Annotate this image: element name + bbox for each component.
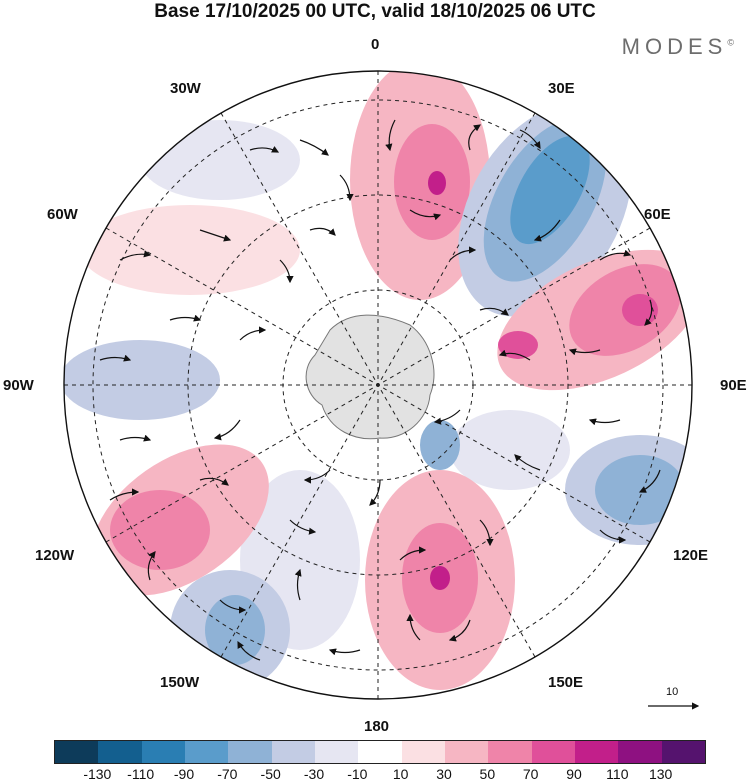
label-90w: 90W <box>3 377 34 394</box>
label-150w: 150W <box>160 674 200 691</box>
colorbar-tick-label: -50 <box>260 766 281 782</box>
colorbar-tick-label: -90 <box>173 766 195 782</box>
modes-logo: MODES© <box>622 34 734 60</box>
label-30w: 30W <box>170 80 201 97</box>
colorbar-swatch <box>98 741 142 763</box>
colorbar-tick-label: 90 <box>566 766 582 782</box>
wind-vectors <box>99 119 661 661</box>
label-90e: 90E <box>720 377 747 394</box>
label-120e: 120E <box>673 547 709 564</box>
colorbar-tick-label: -10 <box>347 766 368 782</box>
label-60w: 60W <box>47 206 78 223</box>
colorbar-swatch <box>141 741 185 763</box>
colorbar <box>54 740 706 764</box>
colorbar-swatch <box>184 741 229 763</box>
label-30e: 30E <box>548 80 575 97</box>
colorbar-tick-label: 30 <box>436 766 452 782</box>
colorbar-tick-label: 50 <box>479 766 496 782</box>
colorbar-tick-label: 70 <box>522 766 539 782</box>
colorbar-swatch <box>574 741 619 763</box>
colorbar-swatch <box>271 741 315 763</box>
colorbar-swatch <box>618 741 662 763</box>
colorbar-tick-label: -30 <box>303 766 325 782</box>
colorbar-swatch <box>55 741 99 763</box>
colorbar-tick-label: 130 <box>648 766 673 782</box>
label-60e: 60E <box>644 206 671 223</box>
colorbar-tick-label: -130 <box>83 766 112 782</box>
colorbar-tick-label: -70 <box>217 766 238 782</box>
antarctica-landmass <box>305 314 435 440</box>
colorbar-tick-label: 10 <box>392 766 409 782</box>
colorbar-swatch <box>531 741 575 763</box>
colorbar-swatch <box>358 741 402 763</box>
anomaly-fields <box>64 71 692 690</box>
colorbar-ticks: -130 -110 -90 -70 -50 -30 -10 10 30 50 70 90 110 130 <box>0 766 750 783</box>
label-0: 0 <box>371 36 380 53</box>
colorbar-swatch <box>661 741 705 763</box>
colorbar-swatch <box>228 741 272 763</box>
colorbar-swatch <box>314 741 359 763</box>
brand-text: MODES <box>621 34 728 59</box>
colorbar-tick-label: 110 <box>606 766 629 782</box>
map-border <box>63 70 693 700</box>
colorbar-swatch <box>401 741 445 763</box>
label-120w: 120W <box>35 547 75 564</box>
colorbar-tick-label: -110 <box>127 766 155 782</box>
label-150e: 150E <box>548 674 584 691</box>
colorbar-swatch <box>444 741 489 763</box>
graticule <box>64 71 692 699</box>
brand-mark: © <box>727 37 734 48</box>
reference-vector-label: 10 <box>666 686 679 698</box>
map-title: Base 17/10/2025 00 UTC, valid 18/10/2025… <box>154 1 596 22</box>
colorbar-swatch <box>488 741 532 763</box>
label-180: 180 <box>364 718 390 735</box>
